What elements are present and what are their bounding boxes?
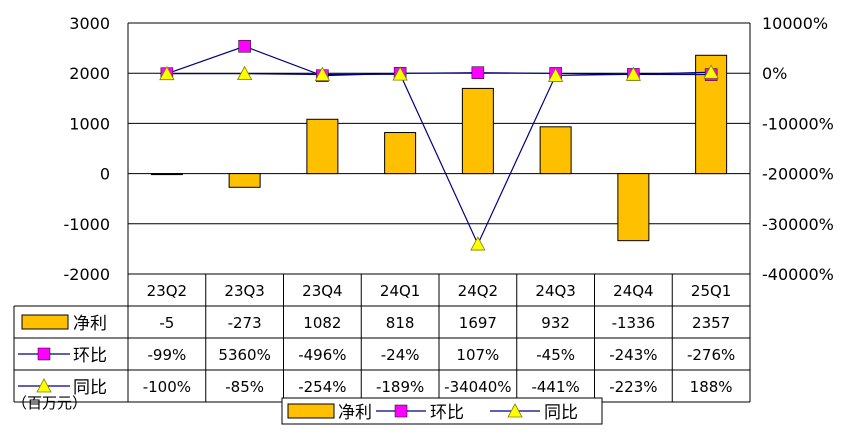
table-value: 107%	[456, 346, 499, 364]
left-tick-label: -2000	[64, 265, 111, 284]
table-value: -189%	[376, 378, 424, 396]
legend-label: 同比	[544, 403, 578, 423]
table-value: -99%	[147, 346, 186, 364]
table-value: -496%	[298, 346, 346, 364]
legend-label: 环比	[430, 403, 464, 423]
legend-box	[281, 397, 603, 425]
data-table: 23Q2 23Q3 23Q4 24Q1 24Q2 24Q3 24Q4 25Q1 净利 -5 -273…	[13, 273, 751, 403]
legend-label: 净利	[338, 403, 372, 423]
legend-key-marker	[507, 403, 523, 418]
table-series-name: 净利	[73, 314, 107, 334]
table-category-label: 23Q3	[224, 282, 264, 300]
line-series	[159, 40, 719, 251]
table-key-marker	[36, 378, 52, 393]
table-series-name: 环比	[73, 346, 107, 366]
table-value: -45%	[536, 346, 575, 364]
bar-24Q4	[617, 173, 650, 242]
left-axis-ticks: 3000 2000 1000 0 -1000 -2000	[64, 14, 111, 284]
bar-24Q3	[539, 126, 572, 175]
table-key-marker	[37, 347, 51, 361]
marker-同比-23Q2	[159, 65, 175, 81]
marker-同比-23Q3	[236, 65, 253, 81]
table-category-label: 24Q1	[380, 282, 420, 300]
table-value: 5360%	[218, 346, 270, 364]
table-value: 2357	[692, 314, 730, 332]
table-value: -254%	[298, 378, 346, 396]
legend: 净利 环比 同比	[281, 397, 603, 425]
left-tick-label: -1000	[64, 215, 111, 234]
table-category-label: 24Q2	[458, 282, 498, 300]
table-value: 1082	[303, 314, 341, 332]
marker-环比-24Q2	[471, 66, 485, 79]
gridlines	[127, 22, 751, 275]
table-value: -5	[159, 314, 174, 332]
right-tick-label: 0%	[762, 64, 787, 83]
right-tick-label: -20000%	[762, 165, 834, 184]
marker-同比-24Q2	[470, 236, 486, 251]
table-value: -441%	[531, 378, 579, 396]
marker-同比-24Q1	[392, 66, 408, 81]
table-value: -276%	[687, 346, 735, 364]
table-category-label: 23Q4	[302, 282, 342, 300]
bar-24Q1	[384, 132, 417, 175]
marker-同比-23Q4	[314, 66, 331, 81]
bar-series-net-profit	[150, 54, 728, 242]
line-同比	[166, 71, 712, 246]
table-value: -243%	[609, 346, 657, 364]
bar-24Q2	[461, 87, 494, 175]
table-value: -223%	[609, 378, 657, 396]
table-category-label: 25Q1	[691, 282, 731, 300]
table-value: -85%	[225, 378, 264, 396]
right-tick-label: -30000%	[762, 215, 834, 234]
table-value: -100%	[143, 378, 191, 396]
right-tick-label: -40000%	[762, 265, 834, 284]
table-series-name: 同比	[73, 378, 107, 398]
marker-同比-24Q4	[625, 66, 642, 81]
table-category-label: 24Q4	[613, 282, 653, 300]
legend-key-net-profit	[287, 403, 335, 419]
marker-环比-23Q3	[238, 40, 251, 53]
table-value: -273	[228, 314, 262, 332]
table-category-label: 24Q3	[535, 282, 575, 300]
table-value: -1336	[612, 314, 656, 332]
left-tick-label: 2000	[69, 64, 110, 83]
legend-key-marker	[394, 404, 408, 418]
table-value: 188%	[690, 378, 733, 396]
left-tick-label: 0	[100, 165, 110, 184]
left-tick-label: 3000	[69, 14, 110, 33]
left-tick-label: 1000	[69, 114, 110, 133]
right-axis-ticks: 10000% 0% -10000% -20000% -30000% -40000%	[762, 14, 834, 284]
table-value: 818	[386, 314, 415, 332]
table-value: -34040%	[444, 378, 511, 396]
marker-同比-25Q1	[703, 64, 719, 79]
right-tick-label: -10000%	[762, 114, 834, 133]
table-category-label: 23Q2	[147, 282, 187, 300]
marker-同比-24Q3	[547, 67, 564, 82]
bar-23Q2	[150, 173, 183, 176]
table-key-net-profit	[21, 314, 69, 330]
table-value: 932	[541, 314, 570, 332]
table-value: 1697	[459, 314, 497, 332]
unit-label: （百万元）	[12, 394, 88, 412]
right-tick-label: 10000%	[762, 14, 828, 33]
bar-23Q3	[228, 173, 261, 188]
table-value: -24%	[381, 346, 420, 364]
bar-23Q4	[306, 118, 339, 175]
